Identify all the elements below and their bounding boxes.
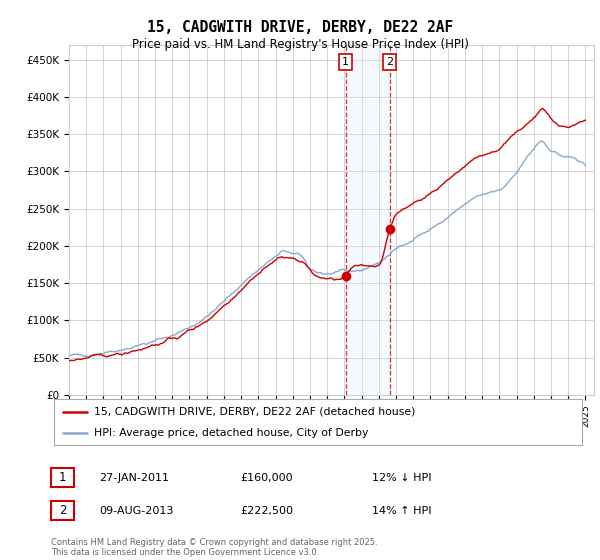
Text: 2: 2	[386, 57, 393, 67]
Text: Contains HM Land Registry data © Crown copyright and database right 2025.
This d: Contains HM Land Registry data © Crown c…	[51, 538, 377, 557]
Text: 12% ↓ HPI: 12% ↓ HPI	[372, 473, 431, 483]
Bar	[346, 45, 389, 395]
Text: 09-AUG-2013: 09-AUG-2013	[99, 506, 173, 516]
Text: Price paid vs. HM Land Registry's House Price Index (HPI): Price paid vs. HM Land Registry's House …	[131, 38, 469, 51]
Text: £222,500: £222,500	[240, 506, 293, 516]
Text: £160,000: £160,000	[240, 473, 293, 483]
Text: 15, CADGWITH DRIVE, DERBY, DE22 2AF: 15, CADGWITH DRIVE, DERBY, DE22 2AF	[147, 20, 453, 35]
Text: 1: 1	[342, 57, 349, 67]
Text: HPI: Average price, detached house, City of Derby: HPI: Average price, detached house, City…	[94, 428, 368, 438]
Text: 27-JAN-2011: 27-JAN-2011	[99, 473, 169, 483]
Text: 2: 2	[59, 504, 66, 517]
Text: 14% ↑ HPI: 14% ↑ HPI	[372, 506, 431, 516]
Text: 1: 1	[59, 471, 66, 484]
Text: 15, CADGWITH DRIVE, DERBY, DE22 2AF (detached house): 15, CADGWITH DRIVE, DERBY, DE22 2AF (det…	[94, 407, 415, 417]
